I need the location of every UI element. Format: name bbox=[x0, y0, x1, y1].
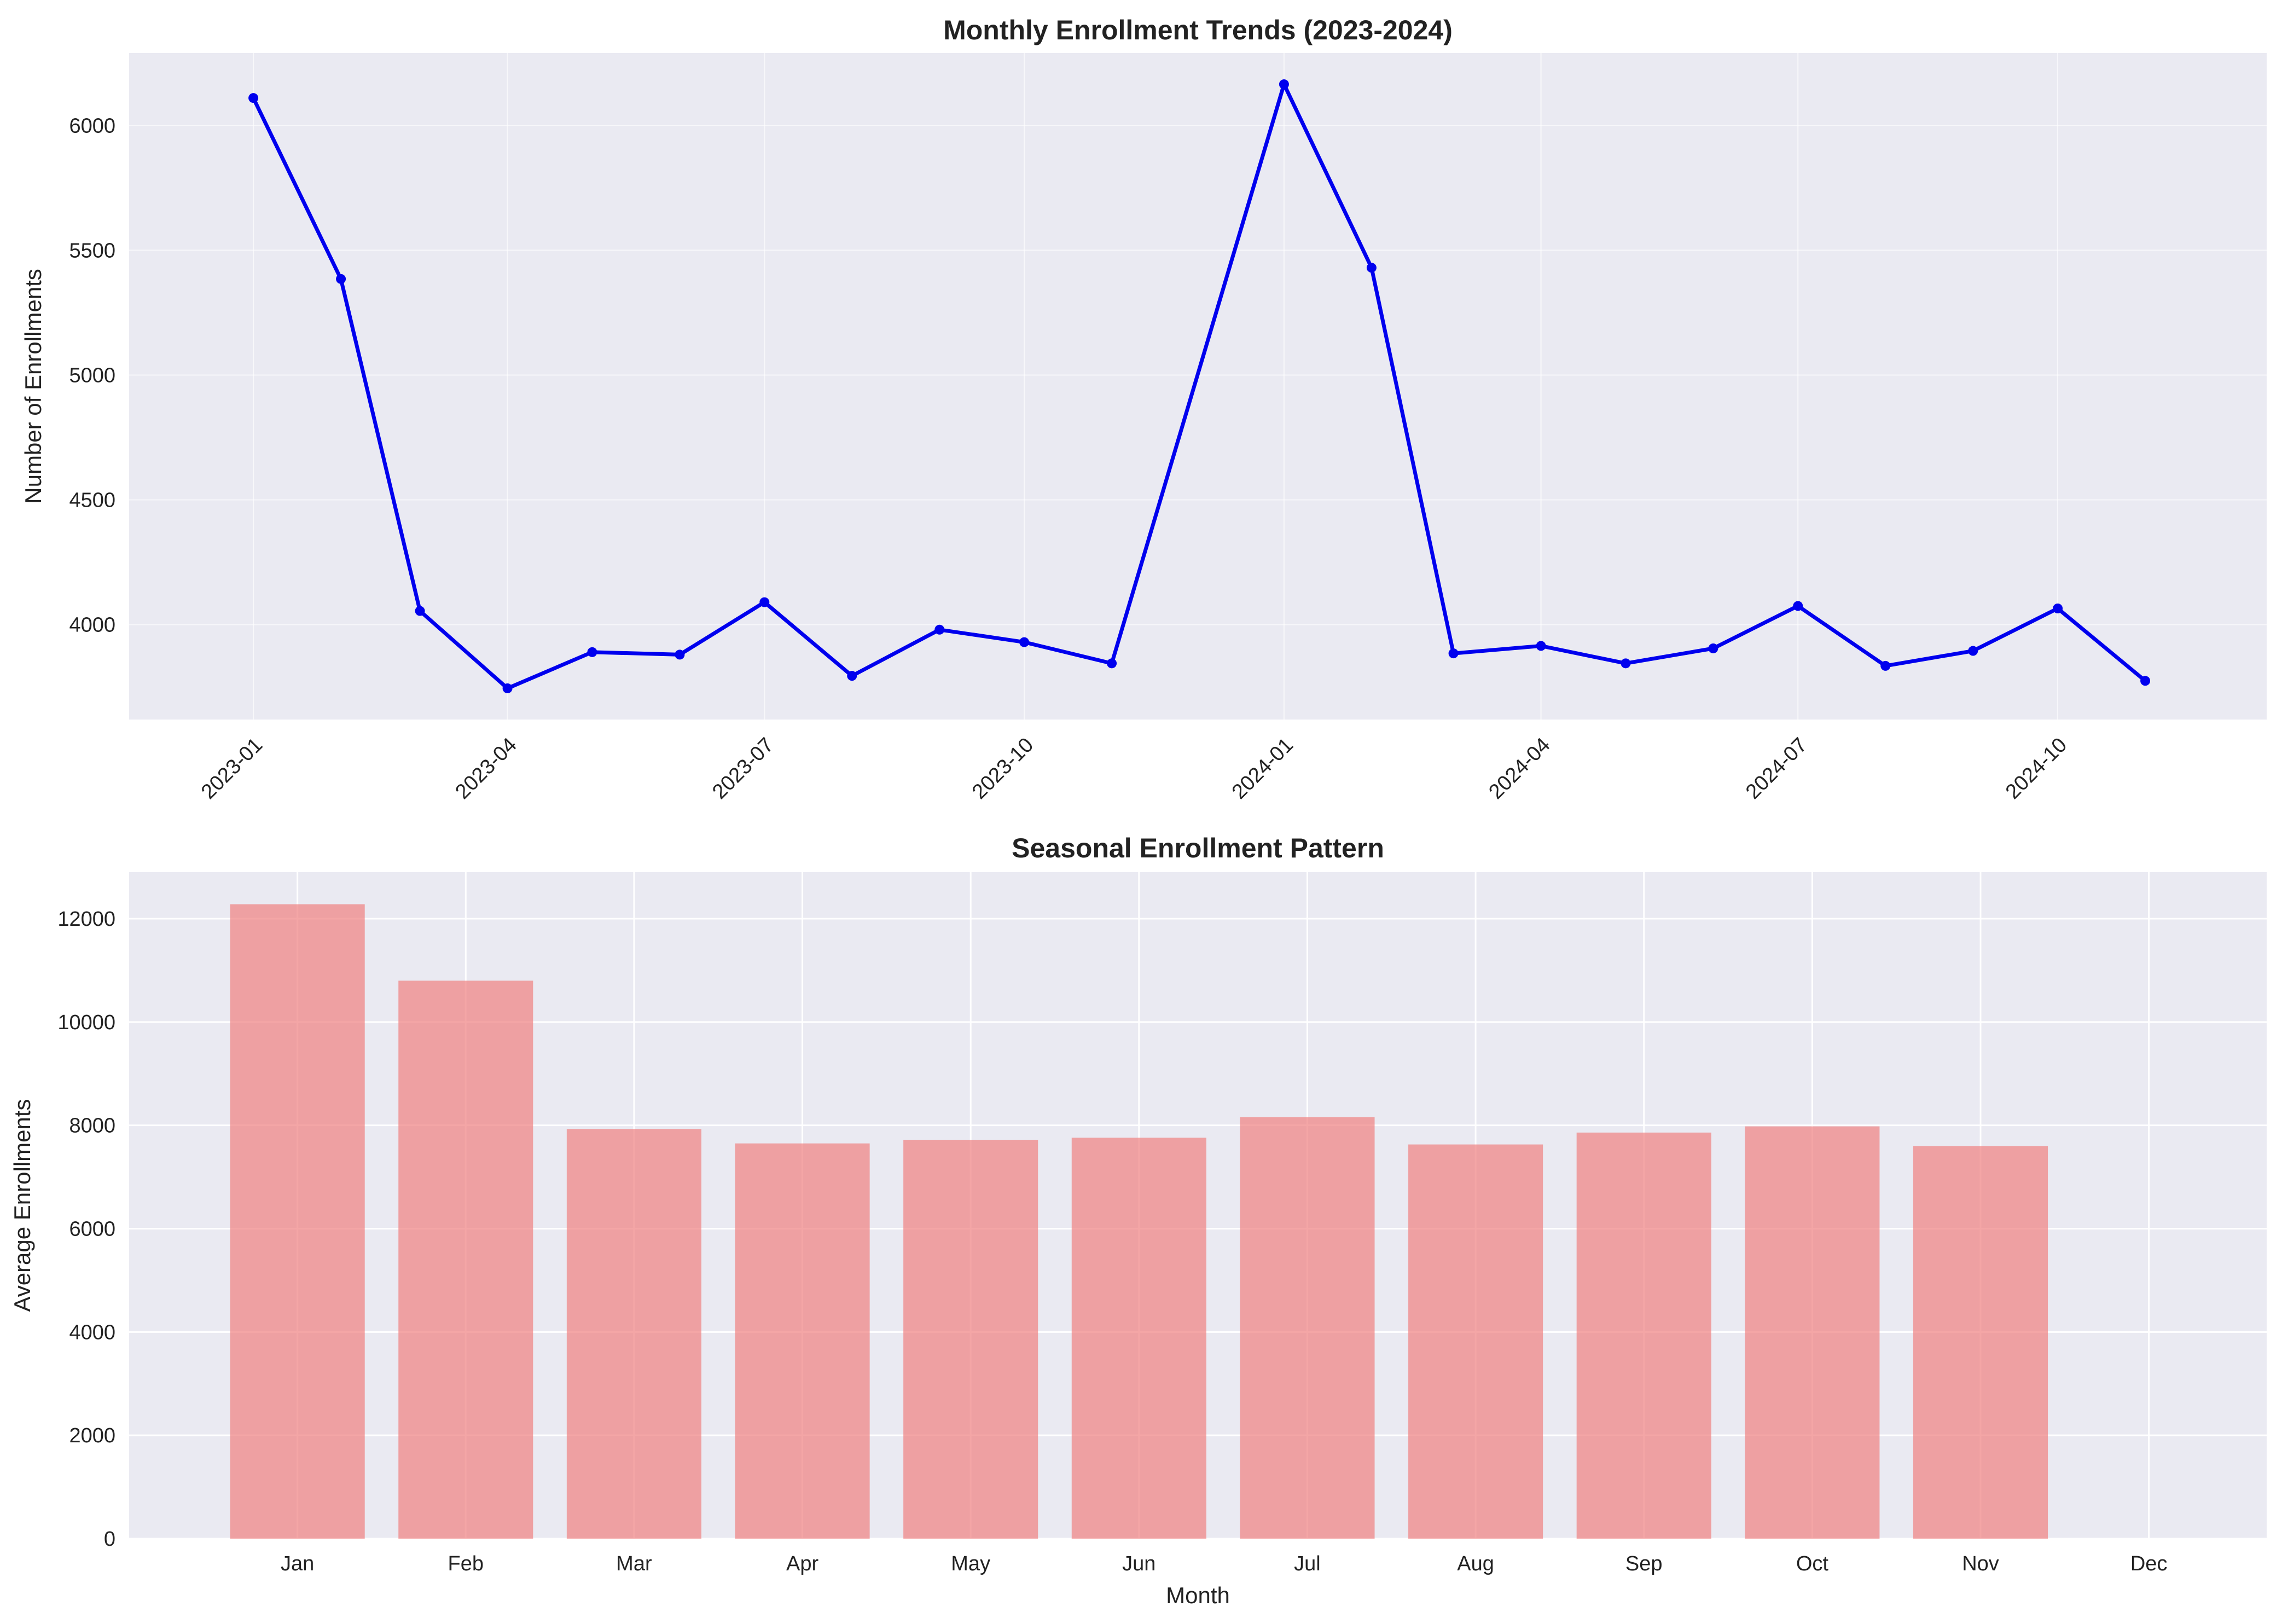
bar-chart-y-tick-label: 6000 bbox=[69, 1217, 115, 1240]
bar-chart-x-tick-label: Sep bbox=[1625, 1552, 1663, 1575]
line-chart-y-tick-label: 6000 bbox=[69, 114, 115, 137]
line-chart-point bbox=[675, 649, 685, 660]
bar-chart-x-tick-label: Jun bbox=[1122, 1552, 1155, 1575]
line-chart-y-tick-label: 4500 bbox=[69, 489, 115, 512]
line-chart-point bbox=[1019, 637, 1030, 647]
line-chart-point bbox=[934, 624, 945, 635]
line-chart-series bbox=[248, 79, 2151, 693]
bar-chart-title: Seasonal Enrollment Pattern bbox=[1012, 833, 1384, 863]
line-chart-point bbox=[587, 647, 597, 657]
bar-chart-y-tick-label: 4000 bbox=[69, 1321, 115, 1344]
bar-chart-y-tick-label: 2000 bbox=[69, 1424, 115, 1447]
line-chart-point bbox=[1708, 643, 1718, 653]
line-chart-point bbox=[1621, 658, 1631, 669]
line-chart-point bbox=[248, 93, 259, 103]
bar-chart-x-tick-label: Jan bbox=[281, 1552, 314, 1575]
line-chart-point bbox=[759, 597, 770, 607]
line-chart-plot-area bbox=[129, 53, 2267, 720]
bar-chart-bar bbox=[1071, 1138, 1206, 1539]
line-chart-point bbox=[1279, 79, 1289, 90]
line-chart-y-tick-label: 5000 bbox=[69, 364, 115, 387]
bar-chart-x-tick-label: May bbox=[951, 1552, 990, 1575]
bar-chart-bar bbox=[735, 1143, 870, 1539]
line-chart-point bbox=[1968, 646, 1978, 656]
line-chart-y-ticks: 4000 4500 5000 5500 6000 bbox=[69, 114, 115, 636]
bar-chart-bars bbox=[230, 904, 2048, 1539]
bar-chart-bar bbox=[230, 904, 365, 1539]
line-chart-point bbox=[415, 606, 425, 616]
bar-chart-x-tick-label: Oct bbox=[1796, 1552, 1829, 1575]
bar-chart-bar bbox=[1576, 1132, 1711, 1539]
line-chart-point bbox=[847, 671, 857, 681]
bar-chart-bar bbox=[398, 981, 533, 1539]
line-chart-point bbox=[2053, 604, 2063, 613]
line-chart-point bbox=[1793, 601, 1803, 611]
bar-chart-x-ticks: Jan Feb Mar Apr May Jun Jul Aug Sep Oct Nov Dec bbox=[281, 1552, 2167, 1575]
bar-chart-bar bbox=[903, 1140, 1038, 1539]
bar-chart-bar bbox=[1745, 1126, 1880, 1539]
line-chart-series-line bbox=[251, 82, 2147, 691]
bar-chart-y-tick-label: 8000 bbox=[69, 1115, 115, 1138]
line-chart-point bbox=[1536, 641, 1546, 651]
bar-chart-bar bbox=[1408, 1144, 1543, 1539]
line-chart-point bbox=[1107, 658, 1117, 669]
line-chart-title: Monthly Enrollment Trends (2023-2024) bbox=[943, 15, 1453, 45]
line-chart-y-axis-label: Number of Enrollments bbox=[20, 269, 46, 504]
bar-chart-y-tick-label: 12000 bbox=[57, 908, 115, 931]
bar-chart-x-tick-label: Dec bbox=[2130, 1552, 2168, 1575]
line-chart-y-tick-label: 5500 bbox=[69, 239, 115, 262]
bar-chart-y-ticks: 0 2000 4000 6000 8000 10000 12000 bbox=[57, 908, 115, 1551]
bar-chart-bar bbox=[1913, 1146, 2048, 1539]
line-chart-point bbox=[1366, 263, 1377, 273]
line-chart-point bbox=[1880, 660, 1891, 671]
bar-chart-bar bbox=[1240, 1117, 1375, 1539]
line-chart-point bbox=[502, 683, 513, 693]
bar-chart-x-tick-label: Jul bbox=[1294, 1552, 1321, 1575]
bar-chart-bar bbox=[566, 1129, 701, 1539]
line-chart-point bbox=[2140, 676, 2151, 686]
bar-chart-y-tick-label: 10000 bbox=[57, 1011, 115, 1034]
line-chart-point bbox=[336, 274, 346, 284]
bar-chart-x-tick-label: Apr bbox=[786, 1552, 818, 1575]
line-chart: 2023-01 2023-04 2023-07 2023-10 2024-01 2024-… bbox=[20, 15, 2267, 804]
bar-chart-x-tick-label: Nov bbox=[1962, 1552, 1999, 1575]
bar-chart-x-tick-label: Feb bbox=[448, 1552, 484, 1575]
line-chart-point bbox=[1448, 648, 1459, 659]
bar-chart: Jan Feb Mar Apr May Jun Jul Aug Sep Oct Nov Dec 0 20… bbox=[9, 833, 2267, 1608]
bar-chart-y-axis-label: Average Enrollments bbox=[9, 1099, 35, 1312]
bar-chart-y-tick-label: 0 bbox=[104, 1528, 115, 1551]
bar-chart-x-axis-label: Month bbox=[1166, 1582, 1230, 1608]
bar-chart-x-tick-label: Aug bbox=[1457, 1552, 1494, 1575]
bar-chart-x-tick-label: Mar bbox=[616, 1552, 652, 1575]
line-chart-y-tick-label: 4000 bbox=[69, 614, 115, 637]
